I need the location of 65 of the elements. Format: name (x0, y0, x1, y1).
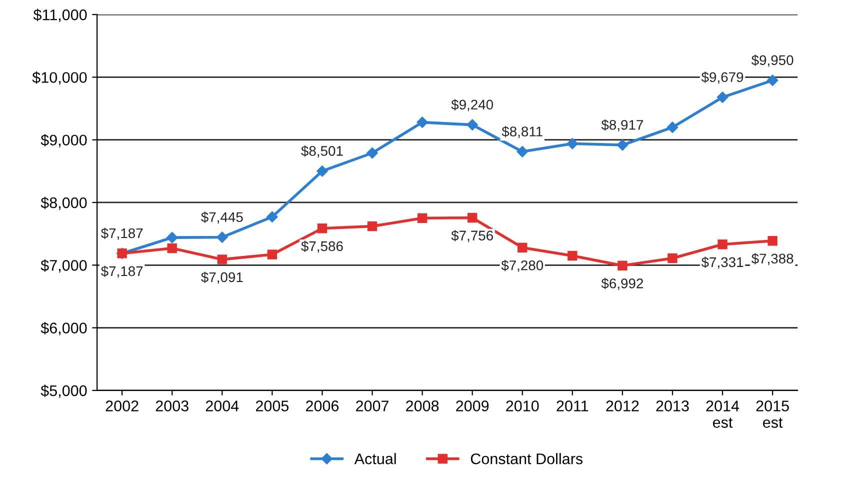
data-label: $8,811 (502, 126, 542, 138)
data-label: $9,950 (751, 54, 794, 67)
point (766, 74, 778, 86)
y-tick-label: $7,000 (40, 259, 87, 273)
point (316, 165, 328, 177)
legend-label: Constant Dollars (470, 453, 583, 464)
y-tick-label: $9,000 (40, 134, 87, 148)
point (367, 221, 378, 232)
point (267, 250, 278, 260)
data-label: $7,586 (301, 240, 343, 253)
x-tick-label: 2006 (306, 400, 339, 412)
x-tick-label: 2013 (656, 400, 689, 412)
point (718, 240, 728, 250)
point (266, 211, 278, 222)
data-label: $6,992 (601, 278, 643, 290)
x-tick-label: 2004 (206, 400, 239, 412)
point (616, 139, 628, 151)
legend-label: Actual (354, 453, 396, 464)
data-label: $7,187 (100, 228, 143, 240)
point (768, 236, 778, 246)
point (618, 260, 628, 270)
point (166, 232, 178, 244)
x-tick-label: 2010 (506, 400, 539, 412)
data-label: $8,917 (601, 119, 643, 132)
data-label: $7,187 (100, 266, 143, 278)
point (568, 250, 578, 261)
point (518, 242, 528, 252)
point (516, 146, 528, 158)
data-label: $7,445 (201, 212, 243, 224)
point (366, 147, 378, 159)
data-label: $9,240 (451, 99, 494, 112)
point (216, 232, 228, 243)
y-tick-label: $6,000 (40, 322, 87, 336)
point (217, 254, 228, 264)
data-label: $7,756 (451, 230, 493, 242)
x-tick-label: 2008 (406, 400, 439, 412)
x-tick-label: 2002 (106, 400, 138, 412)
point (466, 119, 478, 130)
data-label: $9,679 (701, 72, 744, 84)
point (566, 138, 578, 150)
y-tick-label: $10,000 (32, 71, 87, 85)
x-tick-label: 2011 (556, 400, 588, 412)
x-tick-label: 2012 (606, 400, 639, 412)
x-tick-label: 2003 (156, 400, 188, 412)
point (666, 122, 678, 133)
point (167, 243, 177, 254)
x-tick-label: 2007 (356, 400, 388, 412)
point (716, 92, 728, 103)
data-label: $7,280 (501, 260, 544, 272)
y-tick-label: $11,000 (33, 8, 87, 22)
point (417, 213, 428, 224)
data-label: $7,331 (701, 256, 744, 269)
data-label: $7,388 (751, 253, 794, 266)
point (416, 116, 428, 128)
y-tick-label: $8,000 (40, 196, 87, 210)
x-tick-label: 2005 (256, 400, 289, 412)
point (317, 224, 328, 234)
y-tick-label: $5,000 (40, 384, 87, 398)
point (668, 253, 678, 264)
x-tick-label: 2015 est (756, 400, 789, 428)
point (467, 212, 478, 223)
data-label: $7,091 (201, 272, 243, 284)
data-label: $8,501 (301, 145, 343, 158)
x-tick-label: 2009 (456, 400, 489, 412)
x-tick-label: 2014 est (706, 400, 740, 428)
